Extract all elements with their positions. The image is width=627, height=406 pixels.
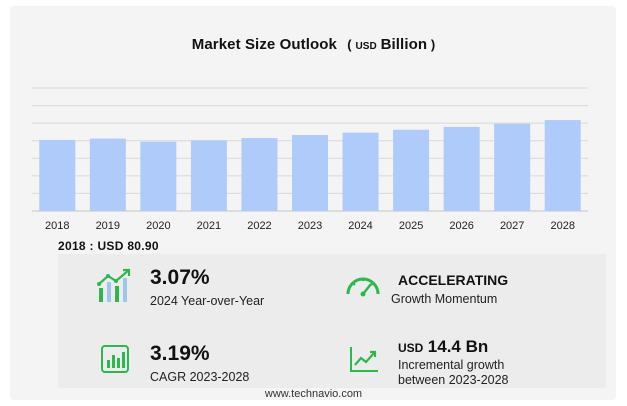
chart-bars — [39, 120, 581, 211]
unit-prefix: USD — [355, 41, 377, 52]
chart-x-ticks: 2018 2019 2020 2021 2022 2023 2024 2025 2026 2027… — [45, 220, 575, 232]
x-tick-label: 2018 — [45, 220, 69, 232]
bar-2019 — [89, 138, 126, 211]
x-tick-label: 2026 — [449, 220, 473, 232]
x-tick-label: 2022 — [247, 220, 271, 232]
bar-chart: 2018 2019 2020 2021 2022 2023 2024 2025 2026 2027… — [32, 87, 588, 232]
chart-title: Market Size Outlook ( USD Billion ) — [0, 36, 627, 53]
cagr-value: 3.19% — [150, 342, 210, 365]
bar-2022 — [241, 138, 278, 211]
bar-chart-box-icon — [101, 345, 129, 373]
line-growth-icon — [350, 347, 378, 372]
base-year-label: 2018 : USD 80.90 — [58, 239, 159, 253]
bar-growth-icon — [97, 268, 131, 302]
footer-url: www.technavio.com — [264, 388, 363, 400]
incremental-label-2: between 2023-2028 — [398, 373, 509, 387]
incremental-value: USD 14.4 Bn — [398, 337, 488, 357]
x-tick-label: 2024 — [348, 220, 372, 232]
bar-2024 — [342, 132, 379, 211]
bar-2027 — [494, 123, 531, 211]
yoy-value: 3.07% — [150, 266, 210, 289]
bar-2023 — [292, 135, 328, 211]
x-tick-label: 2028 — [550, 220, 574, 232]
cagr-label: CAGR 2023-2028 — [150, 370, 250, 384]
x-tick-label: 2023 — [298, 220, 322, 232]
momentum-label: Growth Momentum — [391, 292, 498, 306]
bar-2028 — [544, 120, 581, 211]
stats-panel — [58, 254, 606, 388]
unit-main: Billion — [380, 36, 428, 53]
bar-2025 — [393, 129, 430, 211]
chart-title-main: Market Size Outlook — [191, 36, 337, 53]
incremental-prefix: USD — [398, 341, 424, 355]
incremental-label-1: Incremental growth — [398, 358, 505, 372]
bar-2018 — [39, 139, 76, 211]
x-tick-label: 2027 — [500, 220, 524, 232]
bar-2021 — [190, 140, 227, 211]
incremental-amount: 14.4 Bn — [427, 337, 489, 356]
speedometer-icon — [346, 277, 380, 297]
bar-2026 — [443, 126, 480, 211]
bar-2020 — [140, 141, 177, 211]
chart-title-unit: ( USD Billion ) — [347, 36, 436, 53]
momentum-value: ACCELERATING — [398, 272, 509, 288]
yoy-label: 2024 Year-over-Year — [150, 294, 265, 308]
x-tick-label: 2021 — [197, 220, 221, 232]
x-tick-label: 2025 — [399, 220, 423, 232]
x-tick-label: 2020 — [146, 220, 170, 232]
x-tick-label: 2019 — [96, 220, 120, 232]
